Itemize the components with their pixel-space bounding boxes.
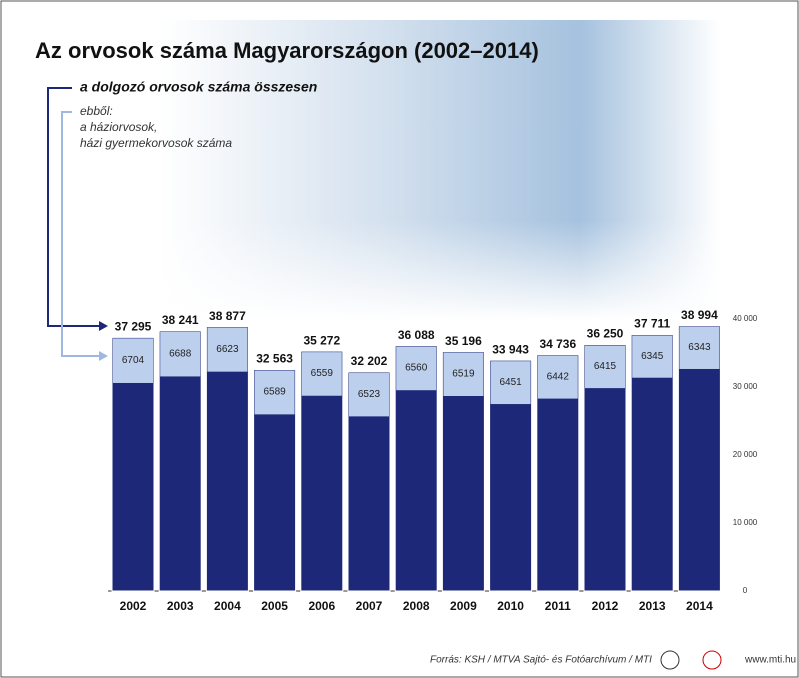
y-tick-label: 40 000: [733, 314, 758, 323]
annotation-of-which: ebből:: [80, 104, 113, 118]
x-tick-label: 2007: [356, 599, 383, 613]
value-label: 33 943: [492, 342, 529, 356]
value-label: 6623: [216, 344, 239, 355]
annotation-total: a dolgozó orvosok száma összesen: [80, 79, 317, 95]
y-tick-label: 10 000: [733, 518, 758, 527]
annotation-gp: házi gyermekorvosok száma: [80, 136, 232, 150]
value-label: 6519: [452, 368, 475, 379]
value-label: 6560: [405, 363, 428, 374]
arrow-head: [99, 321, 108, 331]
value-label: 38 877: [209, 309, 246, 323]
x-tick-label: 2003: [167, 599, 194, 613]
value-label: 35 196: [445, 334, 482, 348]
chart-title: Az orvosok száma Magyarországon (2002–20…: [35, 38, 539, 63]
arrow-head: [99, 351, 108, 361]
bar-total: [677, 325, 721, 592]
bar-gp: [160, 331, 201, 377]
bar-gp: [537, 355, 578, 399]
y-tick-label: 20 000: [733, 450, 758, 459]
logo: [702, 650, 722, 670]
value-label: 6523: [358, 389, 381, 400]
value-label: 36 250: [587, 327, 624, 341]
x-tick-label: 2005: [261, 599, 288, 613]
x-tick-label: 2011: [545, 599, 571, 613]
bar-gp: [490, 361, 531, 405]
y-tick-label: 0: [743, 586, 748, 595]
x-tick-label: 2008: [403, 599, 430, 613]
value-label: 32 563: [256, 352, 293, 366]
value-label: 6345: [641, 351, 664, 362]
x-tick-label: 2009: [450, 599, 477, 613]
bar-gp: [585, 345, 625, 389]
value-label: 35 272: [303, 333, 340, 347]
value-label: 6415: [594, 361, 617, 372]
bar-gp: [679, 326, 720, 369]
value-label: 6442: [547, 371, 570, 382]
value-label: 37 711: [634, 317, 670, 331]
pointer-gp: [61, 111, 100, 357]
x-tick-label: 2012: [592, 599, 619, 613]
website: www.mti.hu: [744, 655, 796, 666]
value-label: 36 088: [398, 328, 435, 342]
x-tick-label: 2004: [214, 599, 241, 613]
x-tick-label: 2006: [308, 599, 335, 613]
bar-gp: [254, 370, 295, 415]
bar-gp: [301, 352, 342, 396]
bar-gp: [443, 352, 484, 396]
value-label: 34 736: [539, 337, 576, 351]
bar-gp: [632, 335, 673, 378]
value-label: 6704: [122, 355, 145, 366]
bar-gp: [349, 373, 389, 417]
pointer-total: [47, 87, 100, 327]
value-label: 6589: [263, 387, 286, 398]
value-label: 38 241: [162, 313, 199, 327]
x-tick-label: 2013: [639, 599, 666, 613]
value-label: 6688: [169, 348, 192, 359]
x-tick-label: 2014: [686, 599, 713, 613]
photo-fade: [160, 220, 720, 320]
bar-gp: [207, 327, 248, 372]
source: Forrás: KSH / MTVA Sajtó- és Fotóarchívu…: [430, 655, 652, 666]
logo: [660, 650, 680, 670]
value-label: 6343: [688, 342, 711, 353]
annotation-gp: a háziorvosok,: [80, 120, 157, 134]
value-label: 6559: [311, 368, 334, 379]
x-tick-label: 2010: [497, 599, 524, 613]
value-label: 32 202: [351, 354, 388, 368]
x-tick-label: 2002: [120, 599, 147, 613]
y-tick-label: 30 000: [733, 382, 758, 391]
value-label: 6451: [499, 377, 522, 388]
value-label: 38 994: [681, 308, 718, 322]
bar-gp: [396, 346, 437, 391]
value-label: 37 295: [115, 320, 152, 334]
bar-gp: [113, 338, 153, 383]
